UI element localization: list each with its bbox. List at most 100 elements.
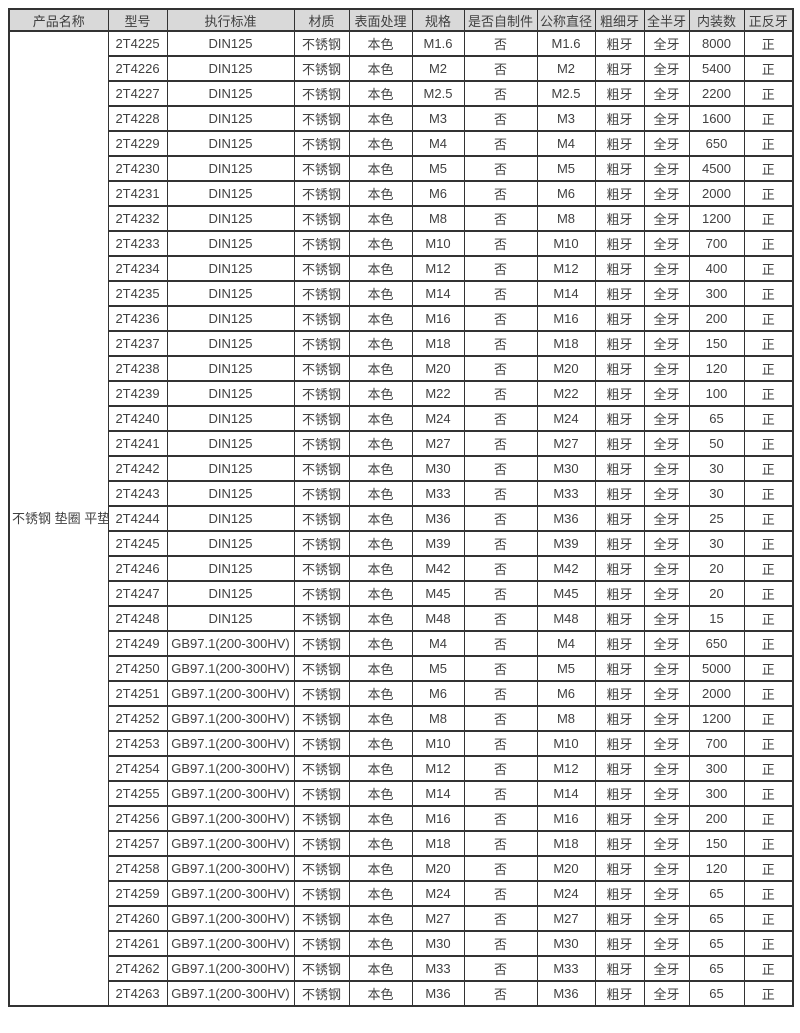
cell-self-made: 否 (463, 705, 538, 732)
cell-thread-direction: 正 (743, 580, 794, 607)
cell-standard: GB97.1(200-300HV) (166, 830, 295, 857)
cell-model: 2T4250 (107, 655, 168, 682)
cell-surface-treatment: 本色 (348, 830, 413, 857)
cell-standard: DIN125 (166, 305, 295, 332)
cell-nominal-diameter: M18 (536, 830, 596, 857)
cell-material: 不锈钢 (293, 180, 350, 207)
cell-surface-treatment: 本色 (348, 155, 413, 182)
cell-standard: DIN125 (166, 405, 295, 432)
cell-spec: M36 (411, 980, 465, 1007)
cell-nominal-diameter: M12 (536, 755, 596, 782)
cell-material: 不锈钢 (293, 280, 350, 307)
cell-spec: M4 (411, 130, 465, 157)
cell-pack-qty: 700 (688, 230, 745, 257)
column-header-pack-qty: 内装数 (688, 8, 745, 32)
cell-thread-length: 全牙 (643, 580, 690, 607)
cell-thread-direction: 正 (743, 30, 794, 57)
cell-pack-qty: 1600 (688, 105, 745, 132)
cell-nominal-diameter: M1.6 (536, 30, 596, 57)
cell-spec: M27 (411, 905, 465, 932)
cell-thread-pitch: 粗牙 (594, 430, 645, 457)
cell-thread-pitch: 粗牙 (594, 605, 645, 632)
cell-thread-pitch: 粗牙 (594, 755, 645, 782)
cell-surface-treatment: 本色 (348, 105, 413, 132)
cell-surface-treatment: 本色 (348, 305, 413, 332)
table-row: 2T4239 DIN125 不锈钢 本色 M22 否 M22 粗牙 全牙 100 正 (9, 380, 794, 407)
cell-nominal-diameter: M18 (536, 330, 596, 357)
cell-material: 不锈钢 (293, 30, 350, 57)
cell-material: 不锈钢 (293, 605, 350, 632)
cell-model: 2T4242 (107, 455, 168, 482)
cell-thread-pitch: 粗牙 (594, 905, 645, 932)
cell-standard: DIN125 (166, 105, 295, 132)
cell-spec: M6 (411, 680, 465, 707)
cell-spec: M14 (411, 780, 465, 807)
cell-thread-direction: 正 (743, 755, 794, 782)
cell-thread-pitch: 粗牙 (594, 255, 645, 282)
cell-model: 2T4251 (107, 680, 168, 707)
cell-material: 不锈钢 (293, 130, 350, 157)
table-row: 2T4228 DIN125 不锈钢 本色 M3 否 M3 粗牙 全牙 1600 正 (9, 105, 794, 132)
cell-thread-pitch: 粗牙 (594, 930, 645, 957)
cell-thread-pitch: 粗牙 (594, 705, 645, 732)
cell-model: 2T4245 (107, 530, 168, 557)
cell-standard: DIN125 (166, 530, 295, 557)
cell-material: 不锈钢 (293, 80, 350, 107)
cell-nominal-diameter: M3 (536, 105, 596, 132)
table-row: 2T4243 DIN125 不锈钢 本色 M33 否 M33 粗牙 全牙 30 正 (9, 480, 794, 507)
cell-spec: M39 (411, 530, 465, 557)
cell-thread-length: 全牙 (643, 280, 690, 307)
cell-standard: GB97.1(200-300HV) (166, 780, 295, 807)
cell-thread-pitch: 粗牙 (594, 180, 645, 207)
cell-thread-length: 全牙 (643, 255, 690, 282)
cell-model: 2T4247 (107, 580, 168, 607)
cell-surface-treatment: 本色 (348, 180, 413, 207)
cell-model: 2T4248 (107, 605, 168, 632)
cell-standard: DIN125 (166, 480, 295, 507)
cell-pack-qty: 5400 (688, 55, 745, 82)
cell-surface-treatment: 本色 (348, 705, 413, 732)
cell-thread-pitch: 粗牙 (594, 105, 645, 132)
cell-self-made: 否 (463, 80, 538, 107)
cell-surface-treatment: 本色 (348, 455, 413, 482)
cell-spec: M10 (411, 730, 465, 757)
cell-thread-direction: 正 (743, 180, 794, 207)
cell-material: 不锈钢 (293, 455, 350, 482)
cell-standard: GB97.1(200-300HV) (166, 655, 295, 682)
cell-nominal-diameter: M27 (536, 905, 596, 932)
cell-surface-treatment: 本色 (348, 355, 413, 382)
product-spec-table: 产品名称 型号 执行标准 材质 表面处理 规格 是否自制件 公称直径 粗细牙 全半牙 内装数 正反牙 … (8, 8, 794, 1007)
cell-self-made: 否 (463, 580, 538, 607)
cell-self-made: 否 (463, 380, 538, 407)
cell-self-made: 否 (463, 905, 538, 932)
table-row: 2T4261 GB97.1(200-300HV) 不锈钢 本色 M30 否 M30 粗牙 全牙 6… (9, 930, 794, 957)
column-header-nominal-diameter: 公称直径 (536, 8, 596, 32)
cell-self-made: 否 (463, 230, 538, 257)
table-row: 2T4251 GB97.1(200-300HV) 不锈钢 本色 M6 否 M6 粗牙 全牙 200… (9, 680, 794, 707)
cell-nominal-diameter: M8 (536, 705, 596, 732)
cell-spec: M45 (411, 580, 465, 607)
cell-model: 2T4228 (107, 105, 168, 132)
cell-thread-length: 全牙 (643, 955, 690, 982)
cell-nominal-diameter: M30 (536, 930, 596, 957)
column-header-self-made: 是否自制件 (463, 8, 538, 32)
cell-pack-qty: 30 (688, 480, 745, 507)
cell-spec: M16 (411, 305, 465, 332)
cell-self-made: 否 (463, 355, 538, 382)
cell-nominal-diameter: M36 (536, 980, 596, 1007)
cell-self-made: 否 (463, 805, 538, 832)
cell-thread-pitch: 粗牙 (594, 730, 645, 757)
table-row: 2T4248 DIN125 不锈钢 本色 M48 否 M48 粗牙 全牙 15 正 (9, 605, 794, 632)
cell-spec: M4 (411, 630, 465, 657)
table-row: 2T4246 DIN125 不锈钢 本色 M42 否 M42 粗牙 全牙 20 正 (9, 555, 794, 582)
cell-surface-treatment: 本色 (348, 405, 413, 432)
cell-nominal-diameter: M20 (536, 855, 596, 882)
cell-material: 不锈钢 (293, 755, 350, 782)
cell-nominal-diameter: M14 (536, 280, 596, 307)
cell-thread-length: 全牙 (643, 305, 690, 332)
cell-model: 2T4260 (107, 905, 168, 932)
cell-thread-pitch: 粗牙 (594, 355, 645, 382)
cell-thread-length: 全牙 (643, 830, 690, 857)
cell-standard: DIN125 (166, 430, 295, 457)
cell-spec: M10 (411, 230, 465, 257)
